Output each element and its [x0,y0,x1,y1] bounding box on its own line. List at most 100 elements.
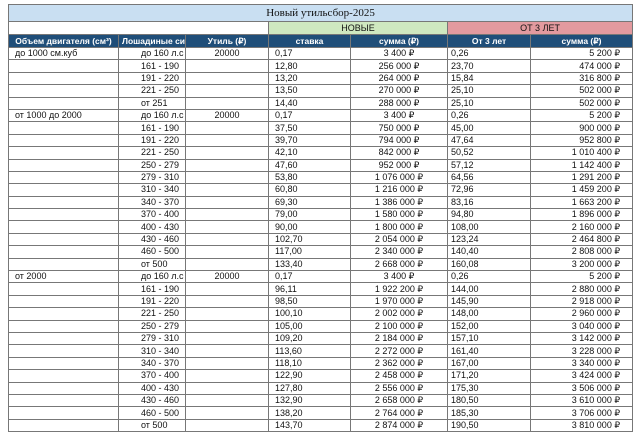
hp-cell: 221 - 250 [118,307,186,321]
hp-cell: 400 - 430 [118,381,186,395]
table-row: 191 - 220 98,50 1 970 000 ₽145,90 2 918 000… [8,294,634,309]
rate3-cell: 0,26 [447,108,531,123]
table-row: 460 - 500 117,00 2 340 000 ₽140,40 2 808 00… [8,245,634,259]
hp-cell: до 160 л.с [118,46,186,61]
rate-cell: 117,00 [268,245,351,259]
table-row: 221 - 250 13,50 270 000 ₽25,10 502 000 ₽ [8,84,634,98]
sum3-cell: 1 459 200 ₽ [529,183,634,197]
sum3-cell: 3 340 000 ₽ [529,356,634,371]
sum3-cell: 3 200 000 ₽ [529,257,634,272]
engine-cell [8,245,119,259]
rate-cell: 133,40 [268,257,351,272]
rate-cell: 132,90 [268,393,351,408]
sum-cell: 1 970 000 ₽ [350,294,448,309]
engine-cell [8,418,119,433]
util-cell [185,245,269,259]
hp-cell: 460 - 500 [118,245,186,259]
rate3-cell: 123,24 [447,232,531,247]
rate-cell: 122,90 [268,369,351,383]
sum-cell: 2 184 000 ₽ [350,331,448,346]
hp-cell: 340 - 370 [118,195,186,210]
table-row: от 2000 до 160 л.с 20000 0,17 3 400 ₽0,26 5 2… [8,270,634,284]
title-row: Новый утильсбор-2025 [7,4,634,22]
rate3-cell: 185,30 [447,406,531,420]
rate-cell: 90,00 [268,220,351,234]
table-wrap: Новый утильсбор-2025 НОВЫЕ ОТ 3 ЛЕТ Объе… [7,4,634,433]
util-cell [185,307,269,321]
hp-cell: 221 - 250 [118,146,186,160]
sum3-cell: 2 880 000 ₽ [529,282,634,296]
rate3-cell: 72,96 [447,183,531,197]
rate-cell: 102,70 [268,232,351,247]
column-header: ставка [268,34,351,48]
rate3-cell: 180,50 [447,393,531,408]
rate3-cell: 160,08 [447,257,531,272]
sum-cell: 3 400 ₽ [350,108,448,123]
title: Новый утильсбор-2025 [7,4,634,22]
table-row: 161 - 190 96,11 1 922 200 ₽144,00 2 880 000… [8,282,634,296]
util-cell [185,71,269,86]
util-cell [185,121,269,135]
engine-cell [8,170,119,185]
sum-cell: 288 000 ₽ [350,96,448,110]
table-row: от 500 133,40 2 668 000 ₽160,08 3 200 000 ₽ [8,257,634,272]
table-row: 279 - 310 53,80 1 076 000 ₽64,56 1 291 200 … [8,170,634,185]
engine-cell [8,71,119,86]
sum-cell: 3 400 ₽ [350,270,448,284]
rate3-cell: 0,26 [447,46,531,61]
sum-cell: 750 000 ₽ [350,121,448,135]
sum-cell: 2 658 000 ₽ [350,393,448,408]
rate-cell: 47,60 [268,158,351,172]
sum-cell: 2 054 000 ₽ [350,232,448,247]
rate3-cell: 190,50 [447,418,531,433]
rate-cell: 12,80 [268,59,351,73]
hp-cell: 460 - 500 [118,406,186,420]
table-row: от 500 143,70 2 874 000 ₽190,50 3 810 000 ₽ [8,418,634,433]
sum-cell: 2 874 000 ₽ [350,418,448,433]
rate3-cell: 47,64 [447,133,531,148]
util-cell [185,344,269,358]
sum3-cell: 2 464 800 ₽ [529,232,634,247]
engine-cell [8,307,119,321]
hp-cell: 310 - 340 [118,183,186,197]
column-header: Объем двигателя (см³) [8,34,119,48]
sum-cell: 2 340 000 ₽ [350,245,448,259]
sum-cell: 1 076 000 ₽ [350,170,448,185]
rate3-cell: 25,10 [447,84,531,98]
sum-cell: 1 580 000 ₽ [350,208,448,222]
engine-cell [8,356,119,371]
util-cell [185,418,269,433]
table-row: 430 - 460 132,90 2 658 000 ₽180,50 3 610 00… [8,393,634,408]
rate-cell: 13,20 [268,71,351,86]
rate-cell: 69,30 [268,195,351,210]
table-row: 310 - 340 60,80 1 216 000 ₽72,96 1 459 200 … [8,183,634,197]
engine-cell: от 2000 [8,270,119,284]
group-row: НОВЫЕ ОТ 3 ЛЕТ [8,21,634,35]
rate3-cell: 148,00 [447,307,531,321]
engine-cell [8,195,119,210]
engine-cell [8,133,119,148]
sum-cell: 270 000 ₽ [350,84,448,98]
rate-cell: 79,00 [268,208,351,222]
table-body: до 1000 см.куб до 160 л.с 20000 0,17 3 400 ₽… [8,46,634,433]
sum-cell: 2 272 000 ₽ [350,344,448,358]
util-cell [185,183,269,197]
table-row: до 1000 см.куб до 160 л.с 20000 0,17 3 400 ₽… [8,46,634,61]
sum3-cell: 502 000 ₽ [529,96,634,110]
engine-cell [8,381,119,395]
rate-cell: 96,11 [268,282,351,296]
rate-cell: 109,20 [268,331,351,346]
rate3-cell: 50,52 [447,146,531,160]
table-row: 279 - 310 109,20 2 184 000 ₽157,10 3 142 00… [8,331,634,346]
sum3-cell: 2 960 000 ₽ [529,307,634,321]
table-row: от 251 14,40 288 000 ₽25,10 502 000 ₽ [8,96,634,110]
sum3-cell: 3 040 000 ₽ [529,319,634,334]
engine-cell [8,208,119,222]
engine-cell [8,146,119,160]
engine-cell [8,59,119,73]
util-cell [185,232,269,247]
rate3-cell: 0,26 [447,270,531,284]
sum-cell: 794 000 ₽ [350,133,448,148]
column-header: сумма (₽) [529,34,634,48]
sum3-cell: 3 228 000 ₽ [529,344,634,358]
